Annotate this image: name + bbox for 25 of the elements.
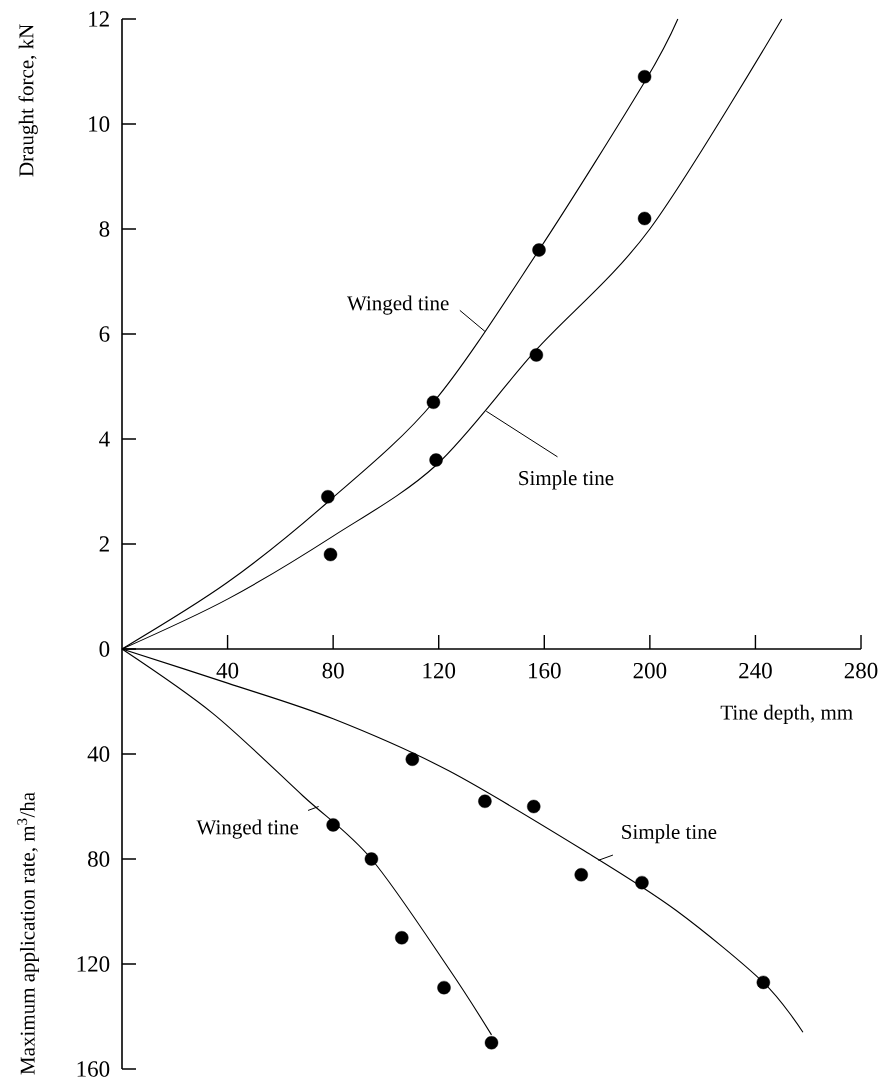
y-tick-label: 2: [99, 536, 109, 552]
y-tick-label: 6: [99, 326, 110, 342]
series-label: Simple tine: [622, 824, 717, 844]
y-axis-title: Maximum application rate, m$^{3}$/ha: [17, 792, 39, 1075]
legend-label: Simple tine: [519, 470, 614, 490]
x-tick-label: 160: [529, 662, 561, 679]
x-tick-label: 200: [633, 662, 667, 679]
y-tick-label: 8: [99, 221, 110, 237]
y-tick-label: 80: [88, 851, 110, 867]
y-tick-label: 4: [99, 431, 110, 447]
y-tick-label: 0: [99, 641, 110, 657]
y-tick-label: 12: [89, 11, 109, 27]
series-label: Winged tine: [346, 295, 449, 315]
x-axis-title: Tine depth, mm: [720, 704, 853, 724]
legend-label: Winged tine: [196, 819, 299, 839]
x-tick-label: 120: [423, 662, 456, 679]
x-tick-label: 240: [739, 662, 772, 679]
y-tick-label: 120: [77, 956, 110, 972]
x-tick-label: 280: [844, 662, 878, 679]
y-tick-label: 10: [89, 116, 110, 132]
x-tick-label: 40: [216, 662, 239, 679]
y-axis-title: Draught force, kN: [18, 24, 38, 177]
y-tick-label: 160: [77, 1061, 110, 1077]
y-tick-label: 40: [87, 746, 110, 762]
x-tick-label: 80: [322, 662, 344, 679]
